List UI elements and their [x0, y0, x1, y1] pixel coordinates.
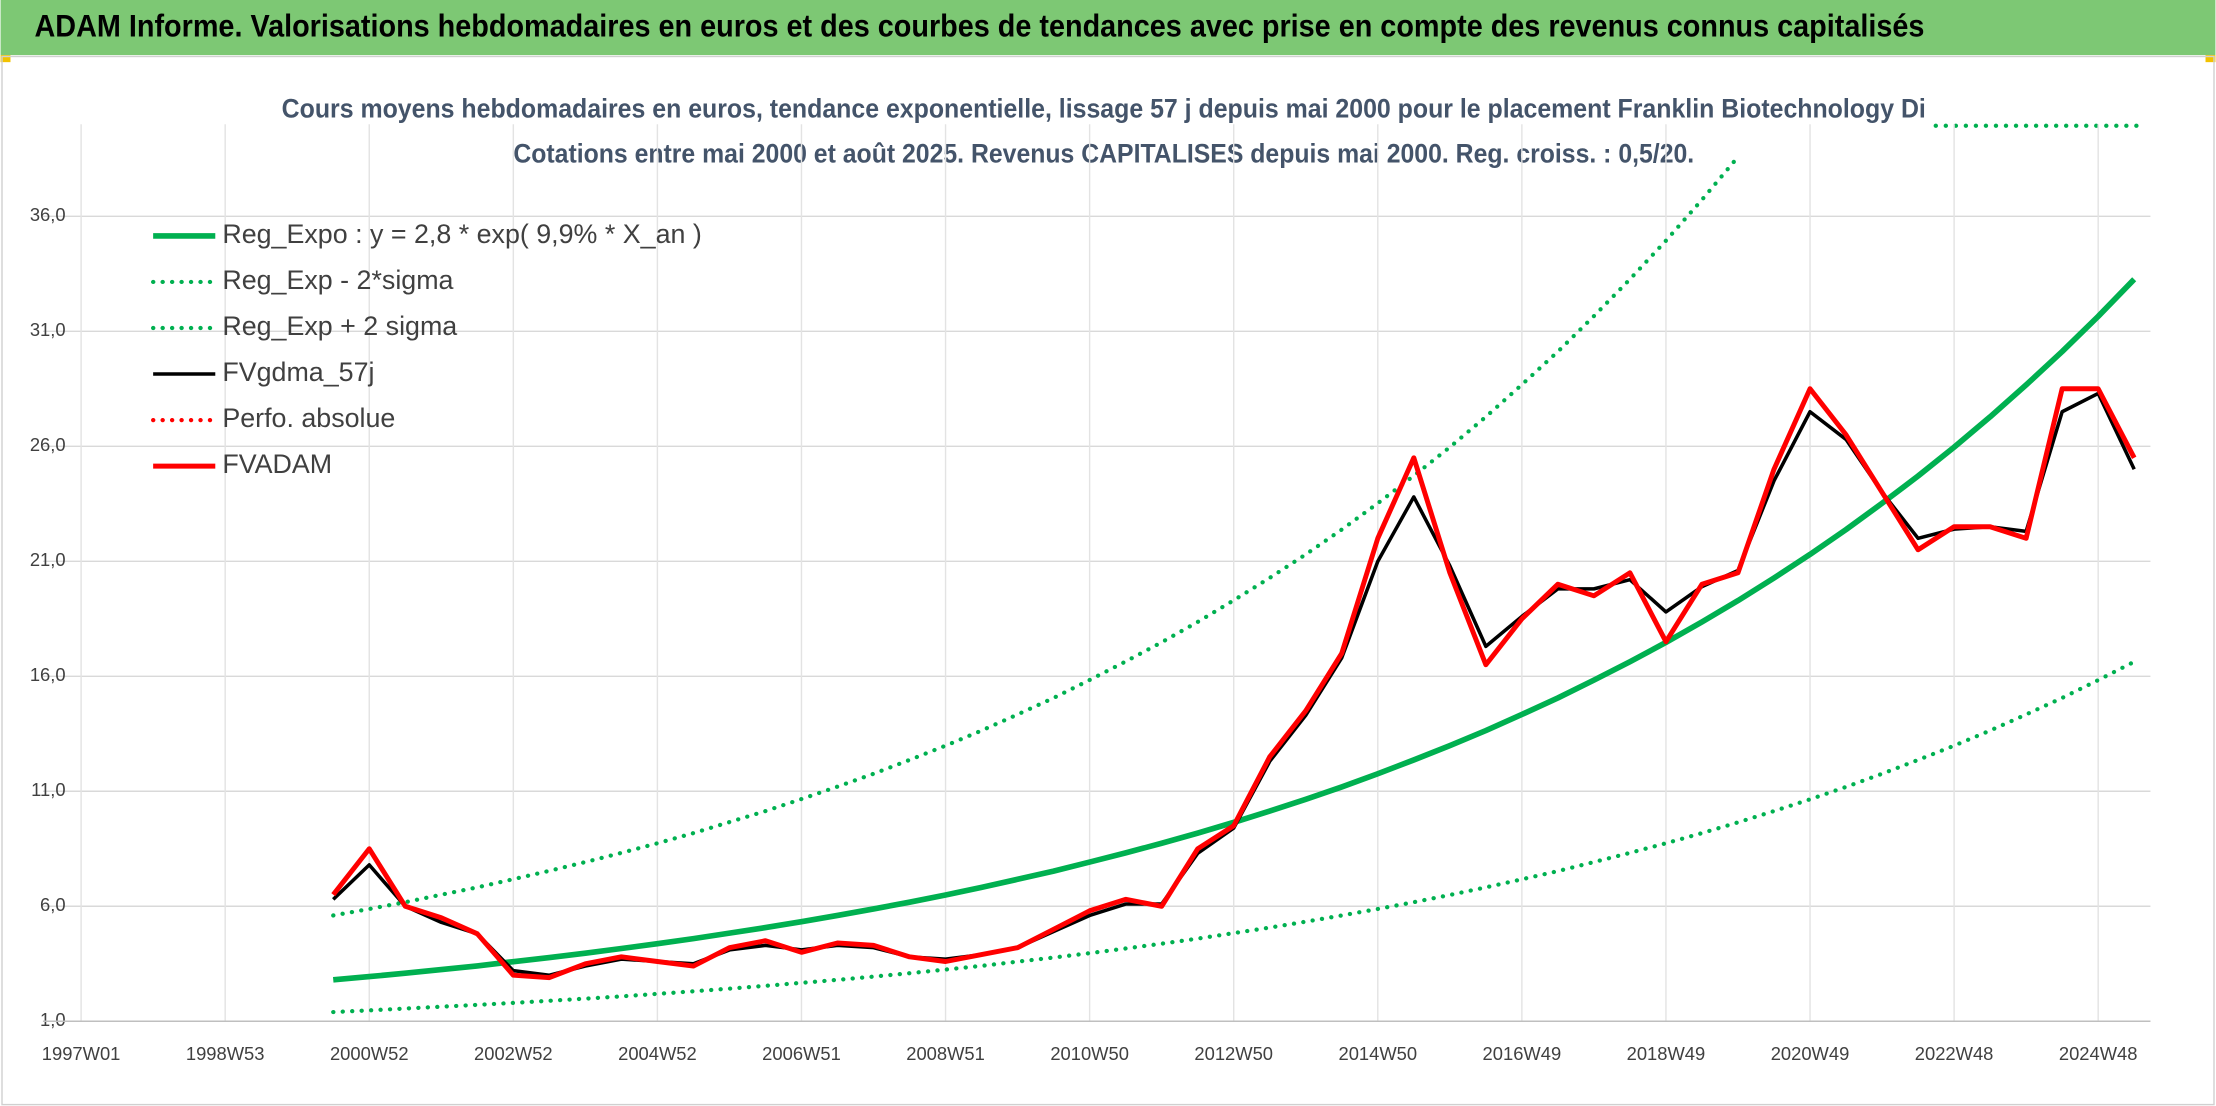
series-line: [331, 386, 2137, 981]
legend-label: FVgdma_57j: [222, 357, 374, 387]
x-tick-label: 2010W50: [1050, 1043, 1129, 1064]
frame: [1, 55, 2215, 1106]
x-tick-label: 2020W49: [1771, 1043, 1850, 1064]
legend-label: Perfo. absolue: [222, 403, 395, 433]
x-tick-label: 2008W51: [906, 1043, 985, 1064]
legend-label: Reg_Expo : y = 2,8 * exp( 9,9% * X_an ): [222, 219, 701, 249]
y-tick-label: 11,0: [31, 779, 65, 800]
x-tick-label: 2024W48: [2059, 1043, 2138, 1064]
chart-subtitle: Cotations entre mai 2000 et août 2025. R…: [513, 138, 1694, 168]
corner: [2205, 55, 2216, 63]
chart-title: Cours moyens hebdomadaires en euros, ten…: [282, 93, 1926, 123]
corner: [0, 55, 11, 63]
x-tick-label: 2002W52: [474, 1043, 553, 1064]
y-tick-label: 26,0: [30, 434, 66, 455]
y-tick-label: 16,0: [30, 664, 66, 685]
series-line: [331, 154, 1741, 918]
legend-label: FVADAM: [222, 449, 332, 479]
y-tick-label: 1,0: [40, 1009, 66, 1030]
y-tick-label: 36,0: [30, 204, 66, 225]
header-title: ADAM Informe. Valorisations hebdomadaire…: [34, 8, 1924, 43]
x-tick-label: 1998W53: [186, 1043, 265, 1064]
x-tick-label: 2012W50: [1194, 1043, 1273, 1064]
x-tick-label: 2000W52: [330, 1043, 409, 1064]
x-tick-label: 2022W48: [1915, 1043, 1994, 1064]
x-tick-label: 2018W49: [1627, 1043, 1706, 1064]
legend-label: Reg_Exp + 2 sigma: [222, 311, 457, 341]
x-tick-label: 2016W49: [1483, 1043, 1562, 1064]
x-tick-label: 2006W51: [762, 1043, 841, 1064]
y-tick-label: 31,0: [30, 319, 66, 340]
series-line: [331, 659, 2137, 1015]
y-tick-label: 21,0: [30, 549, 66, 570]
legend-label: Reg_Exp - 2*sigma: [222, 265, 453, 295]
y-tick-label: 6,0: [40, 894, 66, 915]
x-tick-label: 1997W01: [42, 1043, 121, 1064]
x-tick-label: 2014W50: [1338, 1043, 1417, 1064]
x-tick-label: 2004W52: [618, 1043, 697, 1064]
header-bar: [0, 0, 2216, 56]
